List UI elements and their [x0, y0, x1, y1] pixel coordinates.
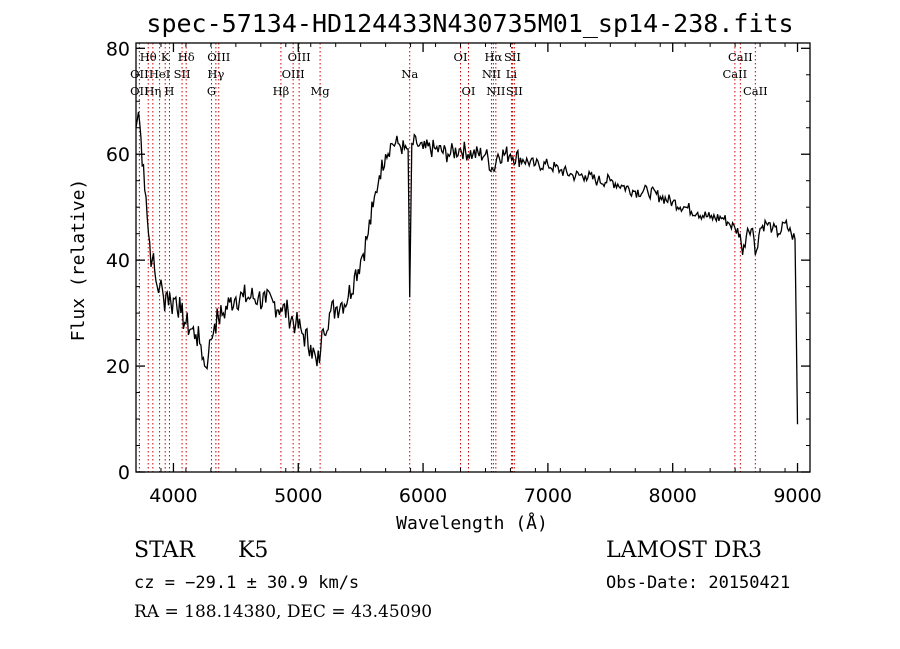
y-tick-label: 40 — [106, 250, 130, 272]
survey-name: LAMOST DR3 — [606, 538, 762, 563]
line-label: Hθ — [140, 50, 157, 64]
line-label: OI — [454, 50, 468, 64]
spectrum-line — [135, 111, 799, 425]
coordinates: RA = 188.14380, DEC = 43.45090 — [134, 602, 433, 622]
y-tick-label: 0 — [118, 462, 130, 484]
x-tick-label: 8000 — [649, 485, 697, 507]
line-label: NII — [486, 84, 505, 98]
x-tick-label: 4000 — [149, 485, 197, 507]
line-label: G — [207, 84, 216, 98]
x-tick-label: 7000 — [524, 485, 572, 507]
line-label: CaII — [743, 84, 768, 98]
line-label: Hγ — [207, 67, 224, 81]
y-tick-label: 80 — [106, 38, 130, 60]
redshift-info: cz = −29.1 ± 30.9 km/s — [134, 573, 360, 593]
axis-ticks: 4000 5000 6000 7000 8000 9000 0 20 40 60 80 — [106, 38, 822, 507]
line-label: HeI — [149, 67, 170, 81]
x-tick-label: 6000 — [399, 485, 447, 507]
chart-title: spec-57134-HD124433N430735M01_sp14-238.f… — [146, 9, 793, 38]
line-label: H — [164, 84, 174, 98]
spectral-subclass: K5 — [238, 538, 269, 563]
line-label: SII — [506, 84, 523, 98]
line-label: OIII — [282, 67, 305, 81]
x-tick-label: 9000 — [773, 485, 821, 507]
observation-date: Obs-Date: 20150421 — [606, 573, 791, 593]
line-label: Hα — [484, 50, 502, 64]
y-tick-label: 60 — [106, 144, 130, 166]
line-label: NII — [482, 67, 501, 81]
line-label: Hη — [144, 84, 161, 98]
line-label: OI — [462, 84, 476, 98]
line-label: OIII — [288, 50, 311, 64]
line-label: SII — [504, 50, 521, 64]
x-tick-label: 5000 — [274, 485, 322, 507]
emission-line-markers — [138, 43, 756, 472]
line-label: Na — [401, 67, 418, 81]
line-label: Li — [506, 67, 518, 81]
line-label: CaII — [722, 67, 747, 81]
y-axis-label: Flux (relative) — [68, 179, 89, 342]
line-label: SII — [174, 67, 191, 81]
object-class: STAR — [134, 538, 195, 563]
line-label: CaII — [728, 50, 753, 64]
line-label: Hδ — [178, 50, 195, 64]
line-label: Hβ — [273, 84, 290, 98]
line-label: OIII — [207, 50, 230, 64]
line-label: OII — [130, 67, 149, 81]
y-tick-label: 20 — [106, 356, 130, 378]
line-label: K — [161, 50, 170, 64]
x-axis-label: Wavelength (Å) — [396, 512, 548, 534]
plot-frame — [135, 42, 811, 473]
line-label: Mg — [311, 84, 331, 98]
line-label: OII — [130, 84, 149, 98]
